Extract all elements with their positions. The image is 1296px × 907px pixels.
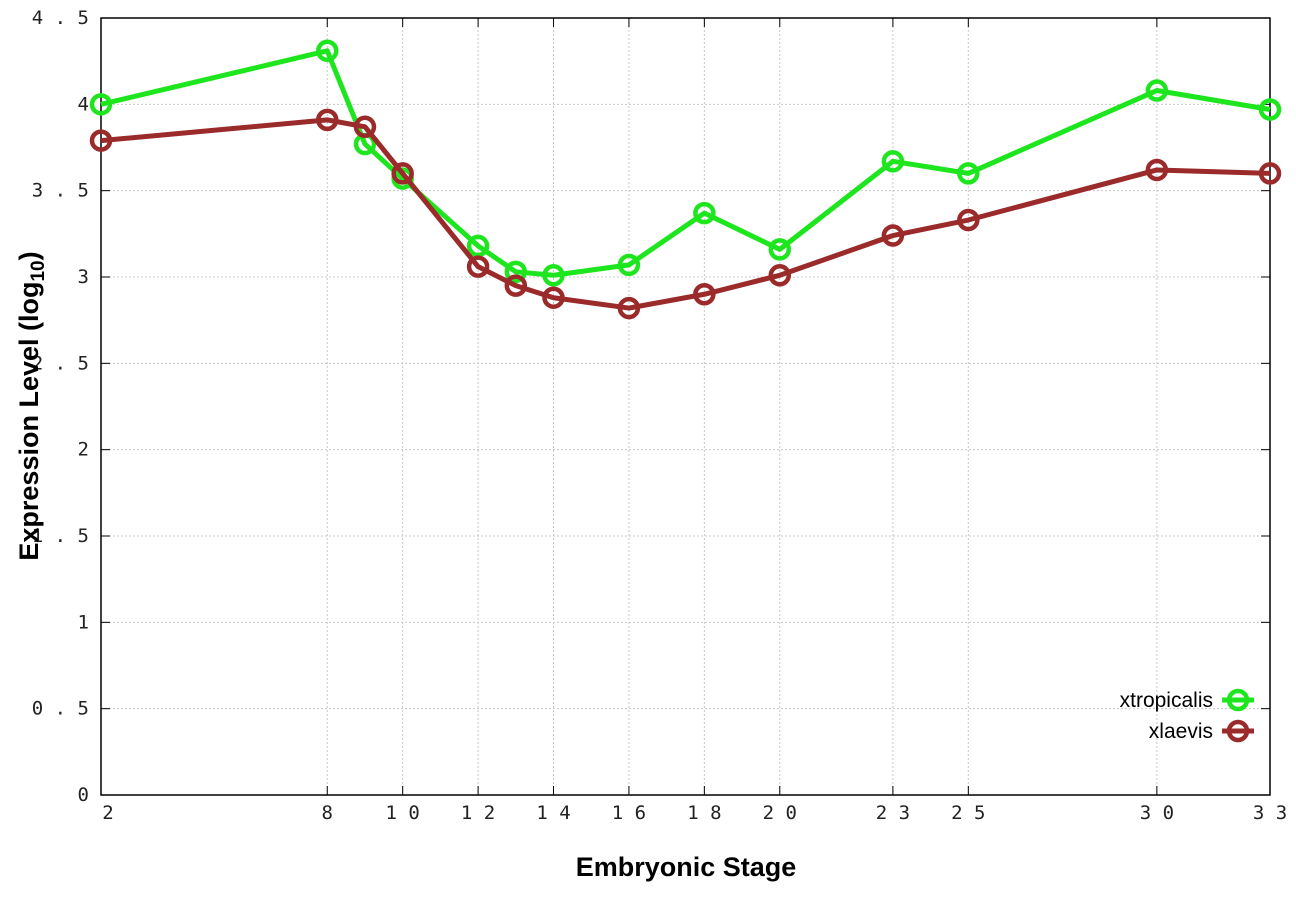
data-point-xtropicalis: [617, 253, 641, 277]
data-point-xlaevis: [693, 283, 716, 306]
x-tick-label: 1 8: [687, 802, 721, 824]
data-point-xlaevis: [957, 208, 980, 232]
legend: xtropicalis xlaevis: [1120, 688, 1254, 743]
y-axis-label: Expression Level (log10): [14, 251, 49, 560]
data-point-xlaevis: [1145, 158, 1169, 182]
y-tick-label: 2 . 5: [32, 352, 89, 374]
data-point-xtropicalis: [693, 201, 716, 225]
y-tick-label: 4: [78, 93, 89, 115]
x-tick-label: 1 0: [386, 802, 420, 824]
legend-label-xtropicalis: xtropicalis: [1120, 689, 1213, 712]
data-point-xlaevis: [89, 129, 113, 152]
x-tick-label: 2: [102, 802, 113, 824]
x-tick-label: 2 3: [876, 802, 910, 824]
y-tick-label: 1: [78, 611, 89, 633]
series-layer: [89, 39, 1282, 320]
data-point-xtropicalis: [89, 93, 113, 116]
data-point-xlaevis: [466, 255, 490, 278]
x-tick-label: 3 0: [1140, 802, 1174, 824]
x-axis-label: Embryonic Stage: [576, 852, 797, 882]
data-point-xtropicalis: [316, 39, 339, 63]
y-tick-label: 0 . 5: [32, 698, 89, 720]
y-tick-label: 3 . 5: [32, 180, 89, 202]
data-point-xlaevis: [391, 162, 414, 185]
x-tick-label: 1 4: [536, 802, 570, 824]
series-line-xtropicalis: [100, 48, 1271, 278]
y-tick-label: 1 . 5: [32, 525, 89, 547]
data-point-xtropicalis: [957, 162, 980, 185]
data-point-xlaevis: [353, 115, 377, 139]
y-tick-label: 3: [78, 266, 89, 288]
data-point-xtropicalis: [542, 264, 565, 287]
y-tick-label: 2: [78, 439, 89, 461]
plot-frame: [100, 17, 1271, 796]
data-point-xtropicalis: [1145, 79, 1169, 102]
data-point-xtropicalis: [881, 150, 905, 173]
x-tick-label: 8: [322, 802, 333, 824]
data-point-xlaevis: [768, 264, 792, 287]
data-point-xlaevis: [881, 224, 905, 247]
ticks: 0 0 . 5 1 1 . 5 2 2 . 5 3 3 . 5 4 4 . 5 2 8 1 0 1 2 1 …: [32, 7, 1287, 824]
data-point-xtropicalis: [466, 234, 490, 258]
series-line-xlaevis: [100, 117, 1271, 311]
x-tick-label: 1 2: [461, 802, 495, 824]
x-tick-label: 3 3: [1253, 802, 1287, 824]
data-point-xlaevis: [542, 286, 565, 309]
y-tick-label: 0: [78, 784, 89, 806]
x-tick-label: 1 6: [612, 802, 646, 824]
x-tick-label: 2 0: [763, 802, 797, 824]
data-point-xlaevis: [504, 274, 528, 297]
data-point-xlaevis: [1258, 162, 1282, 185]
data-point-xlaevis: [316, 108, 339, 132]
data-point-xtropicalis: [504, 260, 528, 284]
legend-marker-xlaevis: [1226, 719, 1250, 743]
legend-marker-xtropicalis: [1226, 688, 1250, 712]
data-point-xtropicalis: [768, 238, 792, 261]
data-point-xlaevis: [617, 296, 641, 320]
x-tick-label: 2 5: [951, 802, 985, 824]
y-tick-label: 4 . 5: [32, 7, 89, 29]
grid: [101, 18, 1270, 795]
data-point-xtropicalis: [1258, 98, 1282, 121]
legend-label-xlaevis: xlaevis: [1149, 720, 1213, 743]
